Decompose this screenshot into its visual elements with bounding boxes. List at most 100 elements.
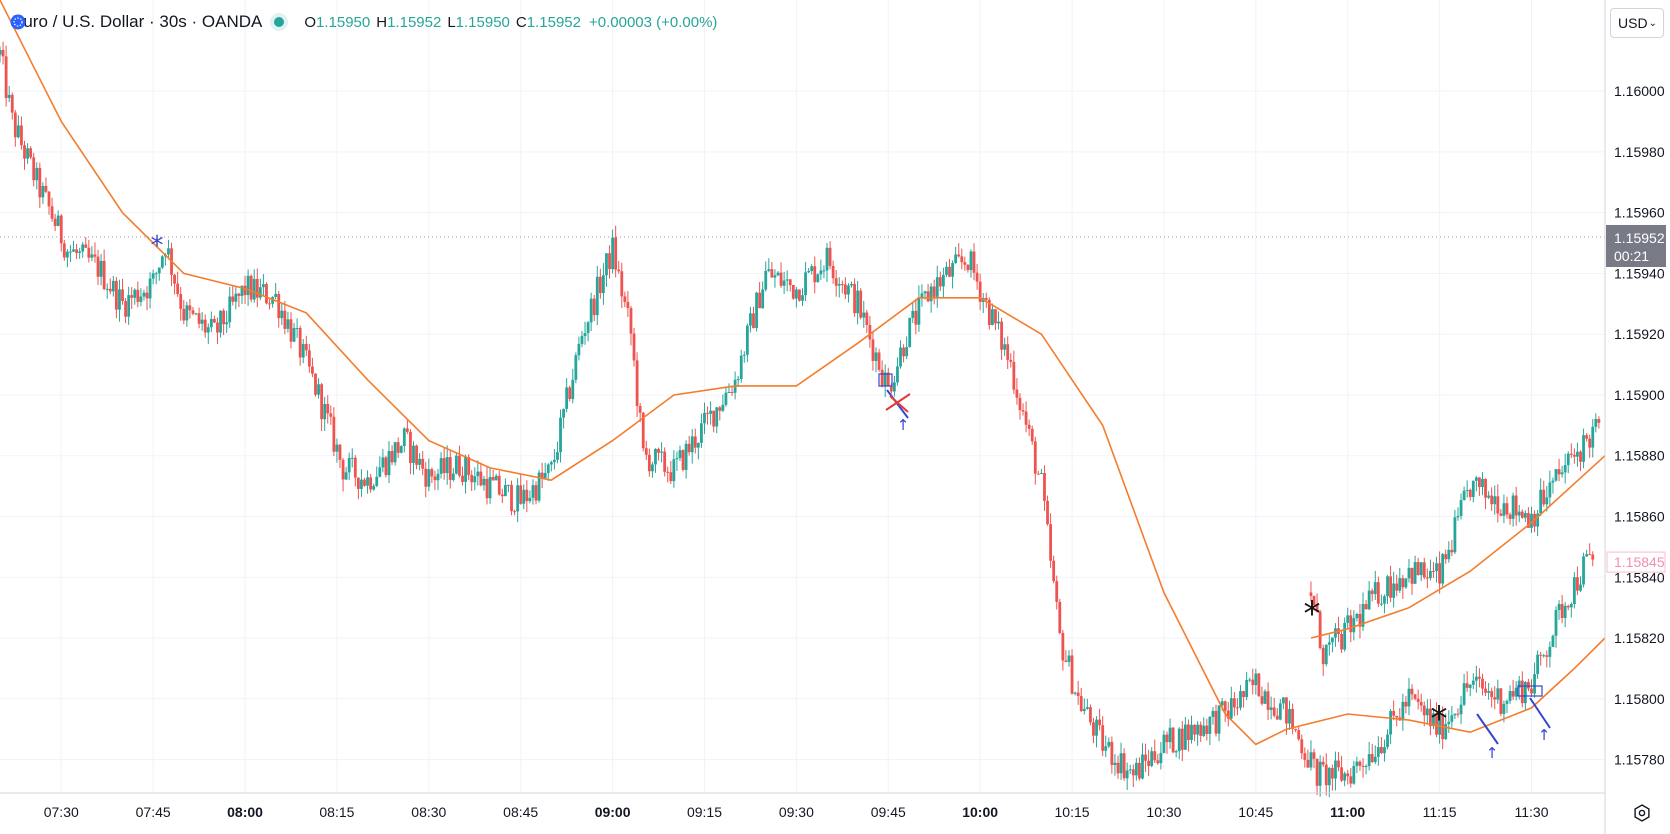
candle xyxy=(1523,681,1527,704)
candle xyxy=(739,355,743,380)
candle xyxy=(1162,734,1166,753)
candle xyxy=(1165,734,1169,743)
candle xyxy=(10,94,14,113)
candle xyxy=(1,49,5,57)
cross-marker[interactable] xyxy=(885,393,911,413)
overlay-candle xyxy=(1450,549,1454,553)
candle xyxy=(1419,701,1423,706)
candle xyxy=(1027,424,1031,429)
candle xyxy=(1432,713,1435,727)
candle xyxy=(929,286,933,302)
settings-icon[interactable] xyxy=(1632,803,1652,823)
candle xyxy=(761,289,765,309)
candle xyxy=(347,458,351,473)
square-marker[interactable] xyxy=(878,373,893,387)
overlay-candle xyxy=(1398,578,1402,591)
candle xyxy=(23,145,26,159)
candle xyxy=(1536,654,1540,675)
candle xyxy=(1217,705,1221,734)
x-tick-label: 11:00 xyxy=(1330,804,1365,820)
candle xyxy=(1168,727,1172,743)
overlay-candle xyxy=(1432,570,1435,572)
candle xyxy=(1190,724,1193,741)
candle xyxy=(1095,719,1098,736)
arrow-up-marker[interactable]: ↑ xyxy=(897,416,910,434)
candle xyxy=(1456,713,1460,715)
trend-line[interactable] xyxy=(1476,713,1499,745)
candle xyxy=(1180,728,1184,750)
overlay-candle xyxy=(1560,472,1564,475)
rectangle-marker[interactable] xyxy=(1517,685,1543,697)
candle xyxy=(1239,691,1242,708)
candle xyxy=(1275,715,1279,720)
candle xyxy=(338,444,342,460)
candle xyxy=(1370,754,1374,763)
candle xyxy=(84,244,88,248)
candle xyxy=(396,442,400,453)
overlay-candle xyxy=(1407,567,1411,579)
candle xyxy=(1052,560,1056,582)
overlay-candle xyxy=(1502,503,1506,516)
candle xyxy=(1018,397,1022,411)
candle xyxy=(436,473,440,481)
overlay-candle xyxy=(1389,576,1392,598)
candle xyxy=(1386,734,1389,748)
candle xyxy=(1517,680,1521,688)
x-tick-label: 09:00 xyxy=(595,804,631,820)
overlay-candle xyxy=(1536,513,1540,527)
candle xyxy=(136,289,140,302)
candle xyxy=(654,448,657,465)
overlay-candle xyxy=(1376,582,1380,604)
candle xyxy=(583,333,587,337)
candle xyxy=(534,485,538,501)
candle xyxy=(1346,773,1350,777)
candle xyxy=(1030,428,1034,442)
candle xyxy=(424,468,428,487)
candle xyxy=(1257,673,1261,697)
overlay-candle xyxy=(1465,489,1469,491)
candle xyxy=(4,56,8,99)
candle xyxy=(1125,770,1129,779)
symbol-title[interactable]: Euro / U.S. Dollar · 30s · OANDA xyxy=(12,12,263,31)
candle xyxy=(1070,655,1074,694)
overlay-candle xyxy=(1569,453,1573,455)
candle xyxy=(1309,752,1313,768)
candle xyxy=(1150,751,1154,767)
candle xyxy=(1061,632,1065,661)
candle xyxy=(871,339,875,361)
candle xyxy=(402,428,406,447)
trend-line[interactable] xyxy=(1529,697,1551,729)
candle xyxy=(828,247,832,266)
candle xyxy=(1474,676,1478,681)
candle xyxy=(81,244,85,252)
candle xyxy=(1266,691,1270,710)
candle xyxy=(130,295,134,298)
candle xyxy=(552,459,556,463)
candle xyxy=(672,459,676,482)
arrow-up-marker[interactable]: ↑ xyxy=(1538,726,1551,744)
candle xyxy=(283,310,287,329)
x-tick-label: 08:30 xyxy=(411,804,446,820)
asterisk-marker[interactable]: * xyxy=(1304,594,1321,634)
overlay-candle xyxy=(1327,642,1331,645)
candle xyxy=(1520,680,1524,704)
candle xyxy=(1582,556,1585,585)
currency-selector[interactable]: USD ⌄ xyxy=(1610,8,1664,38)
overlay-candle xyxy=(1392,583,1396,598)
overlay-candle xyxy=(1594,419,1598,427)
overlay-candle xyxy=(1520,511,1524,518)
asterisk-marker[interactable]: * xyxy=(1431,699,1448,739)
candle xyxy=(519,485,523,504)
arrow-up-marker[interactable]: ↑ xyxy=(1486,744,1499,762)
overlay-candle xyxy=(1309,592,1313,596)
candle xyxy=(537,472,541,501)
candle xyxy=(834,278,838,286)
overlay-candle xyxy=(1340,634,1343,650)
candle xyxy=(1187,724,1190,741)
candle xyxy=(1511,691,1515,697)
candle xyxy=(1211,710,1215,717)
asterisk-marker[interactable]: * xyxy=(151,231,164,261)
overlay-candle xyxy=(1410,567,1414,584)
candle xyxy=(1505,700,1509,704)
